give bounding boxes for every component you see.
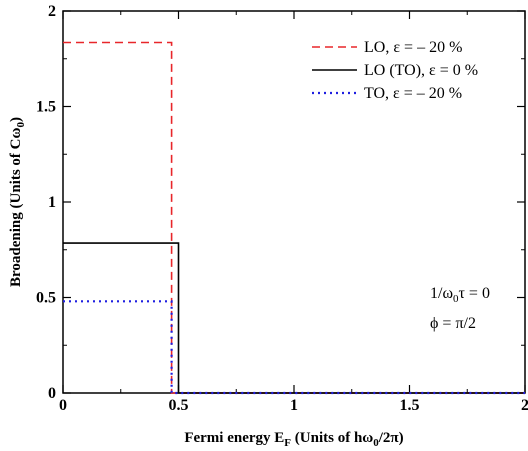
annotation-phi: ϕ = π/2 [430, 315, 476, 332]
x-tick-label: 1 [290, 397, 298, 414]
legend-label: LO, ε = – 20 % [364, 39, 462, 56]
legend: LO, ε = – 20 % LO (TO), ε = 0 % TO, ε = – … [312, 39, 478, 102]
legend-label: LO (TO), ε = 0 % [364, 62, 478, 79]
legend-label: TO, ε = – 20 % [364, 85, 462, 102]
annotation-damping: 1/ω0τ = 0 [430, 285, 490, 305]
y-tick-label: 0 [48, 385, 56, 402]
series-lines [63, 41, 525, 395]
y-tick-label: 2 [48, 3, 56, 20]
y-axis-title: Broadening (Units of Cω0) [8, 117, 27, 287]
x-tick-label: 0.5 [169, 397, 189, 414]
x-tick-label: 1.5 [400, 397, 420, 414]
x-axis-title: Fermi energy EF (Units of hω0/2π) [184, 430, 403, 449]
x-axis-title-text: Fermi energy E [184, 430, 284, 446]
series-line-1 [63, 242, 525, 394]
y-tick-label: 1 [48, 194, 56, 211]
y-tick-label: 1.5 [36, 99, 56, 116]
y-tick-label: 0.5 [36, 290, 56, 307]
x-axis-title-sub: F [284, 437, 291, 449]
series-line-0 [63, 41, 525, 394]
x-tick-label: 0 [59, 397, 67, 414]
axis-ticks: 0 0.5 1 1.5 2 0 0.5 1 1.5 2 [36, 3, 528, 414]
series-line-2 [63, 300, 525, 395]
x-tick-label: 2 [521, 397, 528, 414]
